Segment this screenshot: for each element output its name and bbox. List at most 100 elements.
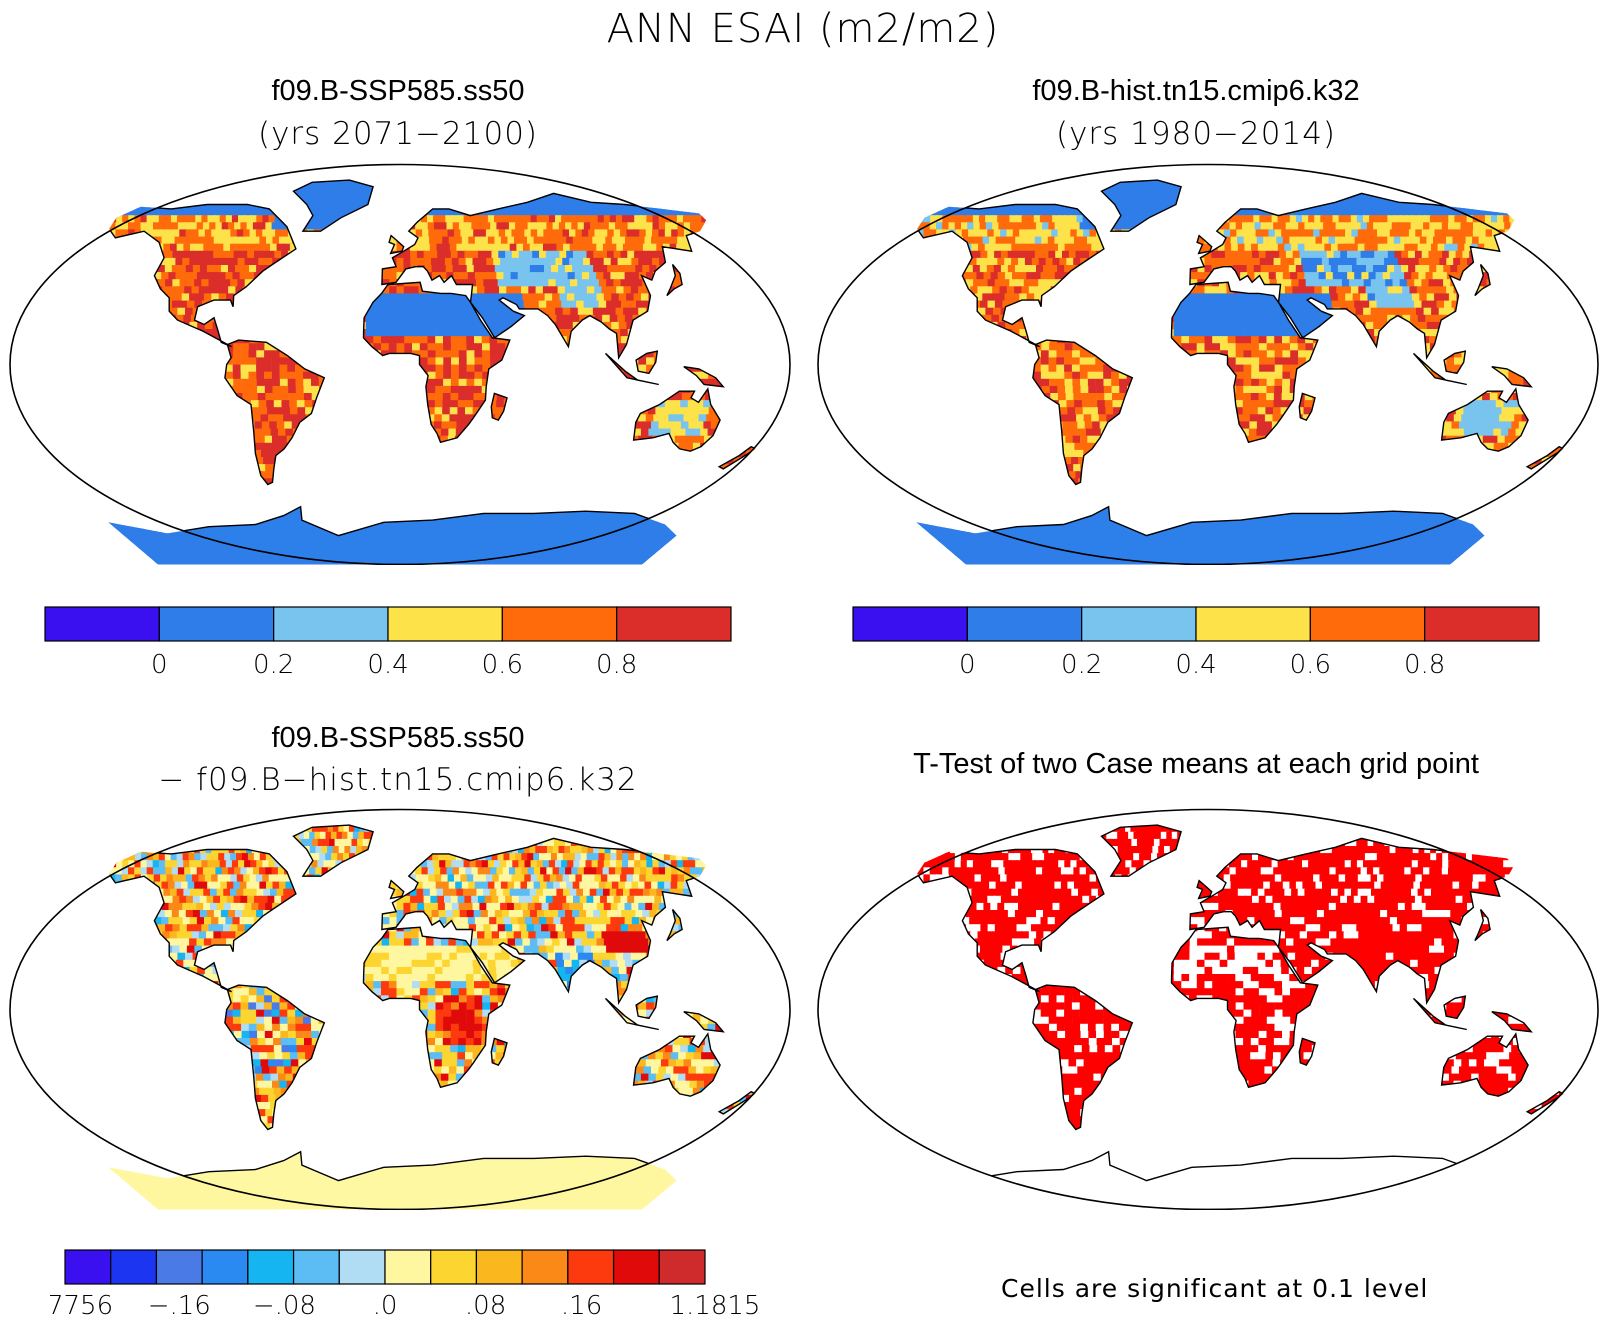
coastline-greenland: [1100, 824, 1182, 877]
coastline-borneo: [1443, 350, 1467, 375]
colorbar-tick-label: 0.2: [253, 650, 294, 680]
map-top-left: [9, 163, 791, 565]
coastline-africa: [362, 281, 511, 444]
coastline-africa: [1170, 926, 1319, 1089]
coastline-uk: [1196, 234, 1213, 255]
significance-note: Cells are significant at 0.1 level: [1001, 1274, 1428, 1303]
colorbar-swatch: [64, 1249, 112, 1285]
colorbar-tick-label: −.7756: [50, 1291, 113, 1321]
coastline-indonesia: [1412, 997, 1467, 1031]
coastline-north-america: [916, 848, 1105, 993]
colorbar-tick-label: .16: [561, 1291, 602, 1321]
coastline-japan: [666, 264, 683, 297]
coastline-new-guinea: [1491, 1011, 1533, 1033]
panel-title-bottom-right: T-Test of two Case means at each grid po…: [808, 748, 1584, 781]
colorbar-tick-label: 0.8: [1404, 650, 1445, 680]
colorbar-tick-label: 0.4: [1175, 650, 1216, 680]
colorbar-swatch: [567, 1249, 615, 1285]
colorbar-swatch: [612, 1249, 660, 1285]
colorbar-swatch: [521, 1249, 569, 1285]
coastline-eurasia: [1189, 837, 1516, 1006]
coastline-japan: [1474, 264, 1491, 297]
colorbar-tick-label: .08: [465, 1291, 506, 1321]
coastline-borneo: [635, 350, 659, 375]
colorbar-swatch: [852, 606, 968, 642]
coastline-eurasia: [381, 192, 708, 361]
colorbar-swatch: [384, 1249, 432, 1285]
coastline-japan: [666, 909, 683, 942]
coastline-new-guinea: [683, 366, 725, 388]
coastline-madagascar: [490, 1037, 508, 1066]
colorbar-swatch: [430, 1249, 478, 1285]
colorbar-swatch: [475, 1249, 523, 1285]
map-bottom-left: [9, 808, 791, 1210]
coastline-new-guinea: [683, 1011, 725, 1033]
colorbar-tick-label: 0: [959, 650, 976, 680]
coastline-indonesia: [604, 352, 659, 386]
coastline-uk: [1196, 879, 1213, 900]
colorbar-swatch: [273, 606, 389, 642]
colorbar-tick-label: 0.4: [367, 650, 408, 680]
colorbar-swatch: [501, 606, 618, 642]
panel-subtitle-bottom-left: − f09.B−hist.tn15.cmip6.k32: [10, 762, 786, 798]
colorbar-top-right: 0 0.2 0.4 0.6 0.8: [852, 606, 1540, 680]
coastline-south-america: [224, 339, 326, 486]
colorbar-swatch: [338, 1249, 386, 1285]
colorbar-swatch: [966, 606, 1083, 642]
coastline-new-guinea: [1491, 366, 1533, 388]
coastline-uk: [388, 234, 405, 255]
map-border: [817, 808, 1599, 1210]
coastline-japan: [1474, 909, 1491, 942]
coastline-north-america: [108, 848, 297, 993]
colorbar-tick-label: .0: [373, 1291, 398, 1321]
panel-title-top-left: f09.B-SSP585.ss50: [10, 75, 786, 108]
coastline-uk: [388, 879, 405, 900]
colorbar-swatch: [44, 606, 160, 642]
colorbar-tick-label: −.08: [253, 1291, 316, 1321]
coastline-australia: [632, 387, 721, 452]
coastline-eurasia: [381, 837, 708, 1006]
coastline-south-america: [224, 984, 326, 1131]
coastline-africa: [1170, 281, 1319, 444]
coastline-borneo: [1443, 995, 1467, 1020]
colorbar-swatch: [292, 1249, 340, 1285]
panel-subtitle-top-right: (yrs 1980−2014): [808, 116, 1584, 152]
coastline-australia: [1440, 387, 1529, 452]
coastline-madagascar: [1298, 1037, 1316, 1066]
colorbar-swatch: [1195, 606, 1311, 642]
colorbar-swatch: [110, 1249, 158, 1285]
panel-subtitle-top-left: (yrs 2071−2100): [10, 116, 786, 152]
colorbar-swatch: [1424, 606, 1540, 642]
coastline-madagascar: [1298, 392, 1316, 421]
panel-title-bottom-left: f09.B-SSP585.ss50: [10, 722, 786, 755]
coastline-south-america: [1032, 339, 1134, 486]
map-bottom-right: [817, 808, 1599, 1210]
panel-title-top-right: f09.B-hist.tn15.cmip6.k32: [808, 75, 1584, 108]
coastline-borneo: [635, 995, 659, 1020]
coastline-indonesia: [1412, 352, 1467, 386]
coastline-greenland: [292, 824, 374, 877]
coastline-south-america: [1032, 984, 1134, 1131]
colorbar-tick-label: 1.1815: [670, 1291, 761, 1321]
colorbar-swatch: [1081, 606, 1197, 642]
coastline-north-america: [916, 203, 1105, 348]
map-border: [9, 808, 791, 1210]
coastline-eurasia: [1189, 192, 1516, 361]
coastline-greenland: [292, 179, 374, 232]
colorbar-swatch: [1309, 606, 1426, 642]
colorbar-swatch: [616, 606, 732, 642]
colorbar-tick-label: 0: [151, 650, 168, 680]
coastline-australia: [632, 1032, 721, 1097]
coastline-madagascar: [490, 392, 508, 421]
colorbar-swatch: [658, 1249, 706, 1285]
colorbar-tick-label: 0.8: [596, 650, 637, 680]
colorbar-tick-label: 0.6: [1290, 650, 1331, 680]
colorbar-swatch: [387, 606, 503, 642]
colorbar-tick-label: −.16: [148, 1291, 211, 1321]
coastline-north-america: [108, 203, 297, 348]
colorbar-top-left: 0 0.2 0.4 0.6 0.8: [44, 606, 732, 680]
map-border: [817, 163, 1599, 565]
figure-title: ANN ESAI (m2/m2): [0, 6, 1606, 52]
coastline-indonesia: [604, 997, 659, 1031]
coastline-greenland: [1100, 179, 1182, 232]
